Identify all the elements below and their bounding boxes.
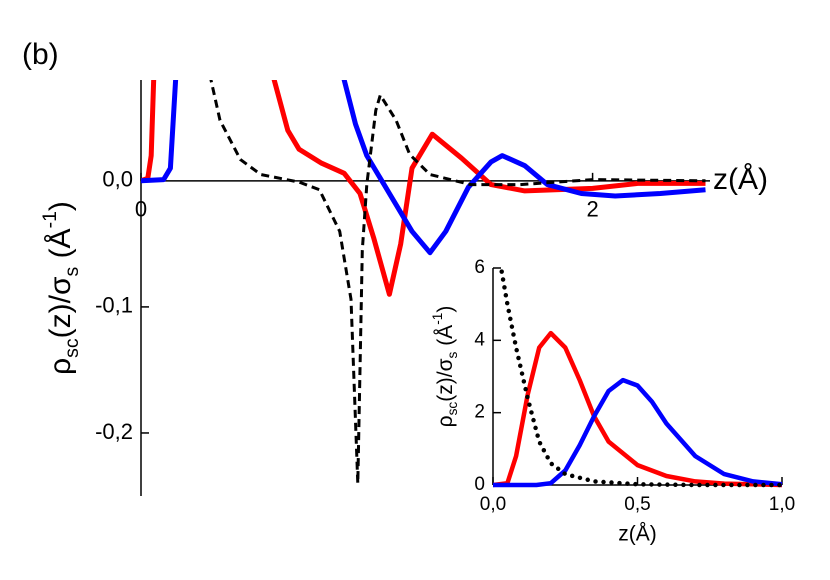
plot-area <box>493 269 785 488</box>
series-line <box>141 80 706 256</box>
y-axis-label-part: ) <box>434 306 457 313</box>
y-axis-label-part: s <box>61 267 83 277</box>
y-axis-label-part: -1 <box>430 313 445 325</box>
x-tick-label: 0,5 <box>624 494 650 515</box>
y-axis-label: ρsc(z)/σs (Å-1) <box>39 201 83 375</box>
panel-label: (b) <box>22 38 59 71</box>
y-tick-label: 0 <box>474 474 485 495</box>
series-line <box>493 377 783 488</box>
series-line <box>499 269 785 488</box>
y-tick-label: 0,0 <box>102 167 133 192</box>
y-tick-label: -0,1 <box>95 293 133 318</box>
x-tick-label: 0,0 <box>480 494 506 515</box>
x-axis-label: z(Å) <box>713 163 768 196</box>
y-tick-label: 2 <box>474 402 485 423</box>
y-axis-label-part: (Å <box>44 228 77 266</box>
y-tick-label: 4 <box>474 329 485 350</box>
series-line <box>493 330 783 488</box>
y-axis-label-part: sc <box>445 402 460 416</box>
x-tick-label: 2 <box>586 197 598 222</box>
y-axis-label-part: s <box>445 351 460 358</box>
y-tick-label: -0,2 <box>95 419 133 444</box>
y-axis-label-part: (z)/σ <box>44 276 77 338</box>
y-axis-label-part: ) <box>44 201 77 211</box>
plot-area <box>141 80 706 485</box>
y-axis-label-part: sc <box>61 338 83 358</box>
y-axis-label: ρsc(z)/σs (Å-1) <box>430 306 460 428</box>
series-line <box>209 80 706 485</box>
y-axis-label-part: (Å <box>434 325 457 352</box>
y-axis-label-part: (z)/σ <box>434 358 457 401</box>
series-line <box>141 80 706 297</box>
x-tick-label: 0 <box>135 197 147 222</box>
x-tick-label: 1,0 <box>769 494 795 515</box>
y-axis-label-part: ρ <box>44 358 77 375</box>
y-axis-label-part: -1 <box>39 211 61 228</box>
x-axis-label: z(Å) <box>618 523 657 546</box>
y-tick-label: 6 <box>474 257 485 278</box>
y-axis-label-part: ρ <box>434 415 457 427</box>
